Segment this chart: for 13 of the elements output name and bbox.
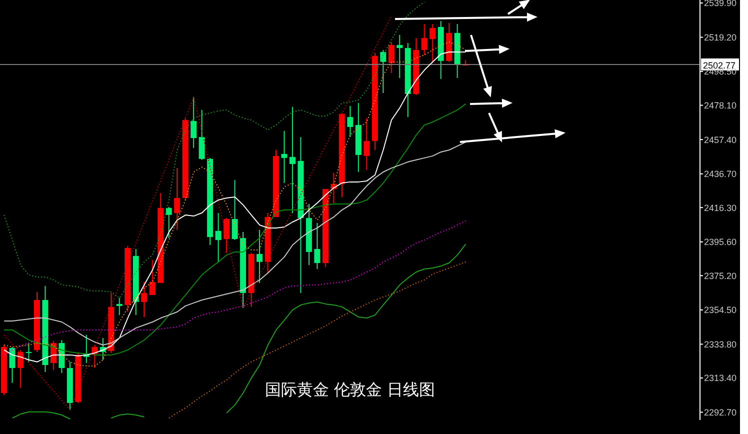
y-tick-label: 2519.20 [704, 32, 737, 42]
y-tick-label: 2292.70 [704, 407, 737, 418]
y-tick-label: 2313.40 [704, 373, 737, 384]
y-tick-label: 2478.10 [704, 100, 737, 110]
y-tick-label: 2416.30 [704, 202, 737, 213]
y-tick-label: 2539.90 [704, 0, 737, 8]
y-tick-label: 2375.20 [704, 270, 737, 281]
y-tick-label: 2457.40 [704, 134, 737, 145]
y-tick-label: 2333.80 [704, 339, 737, 350]
y-tick-label: 2436.70 [704, 169, 737, 180]
text: 国际黄金 伦敦金 日线图 [264, 380, 436, 401]
y-tick-label: 2354.50 [704, 305, 737, 316]
y-tick-label: 2395.60 [704, 237, 737, 248]
